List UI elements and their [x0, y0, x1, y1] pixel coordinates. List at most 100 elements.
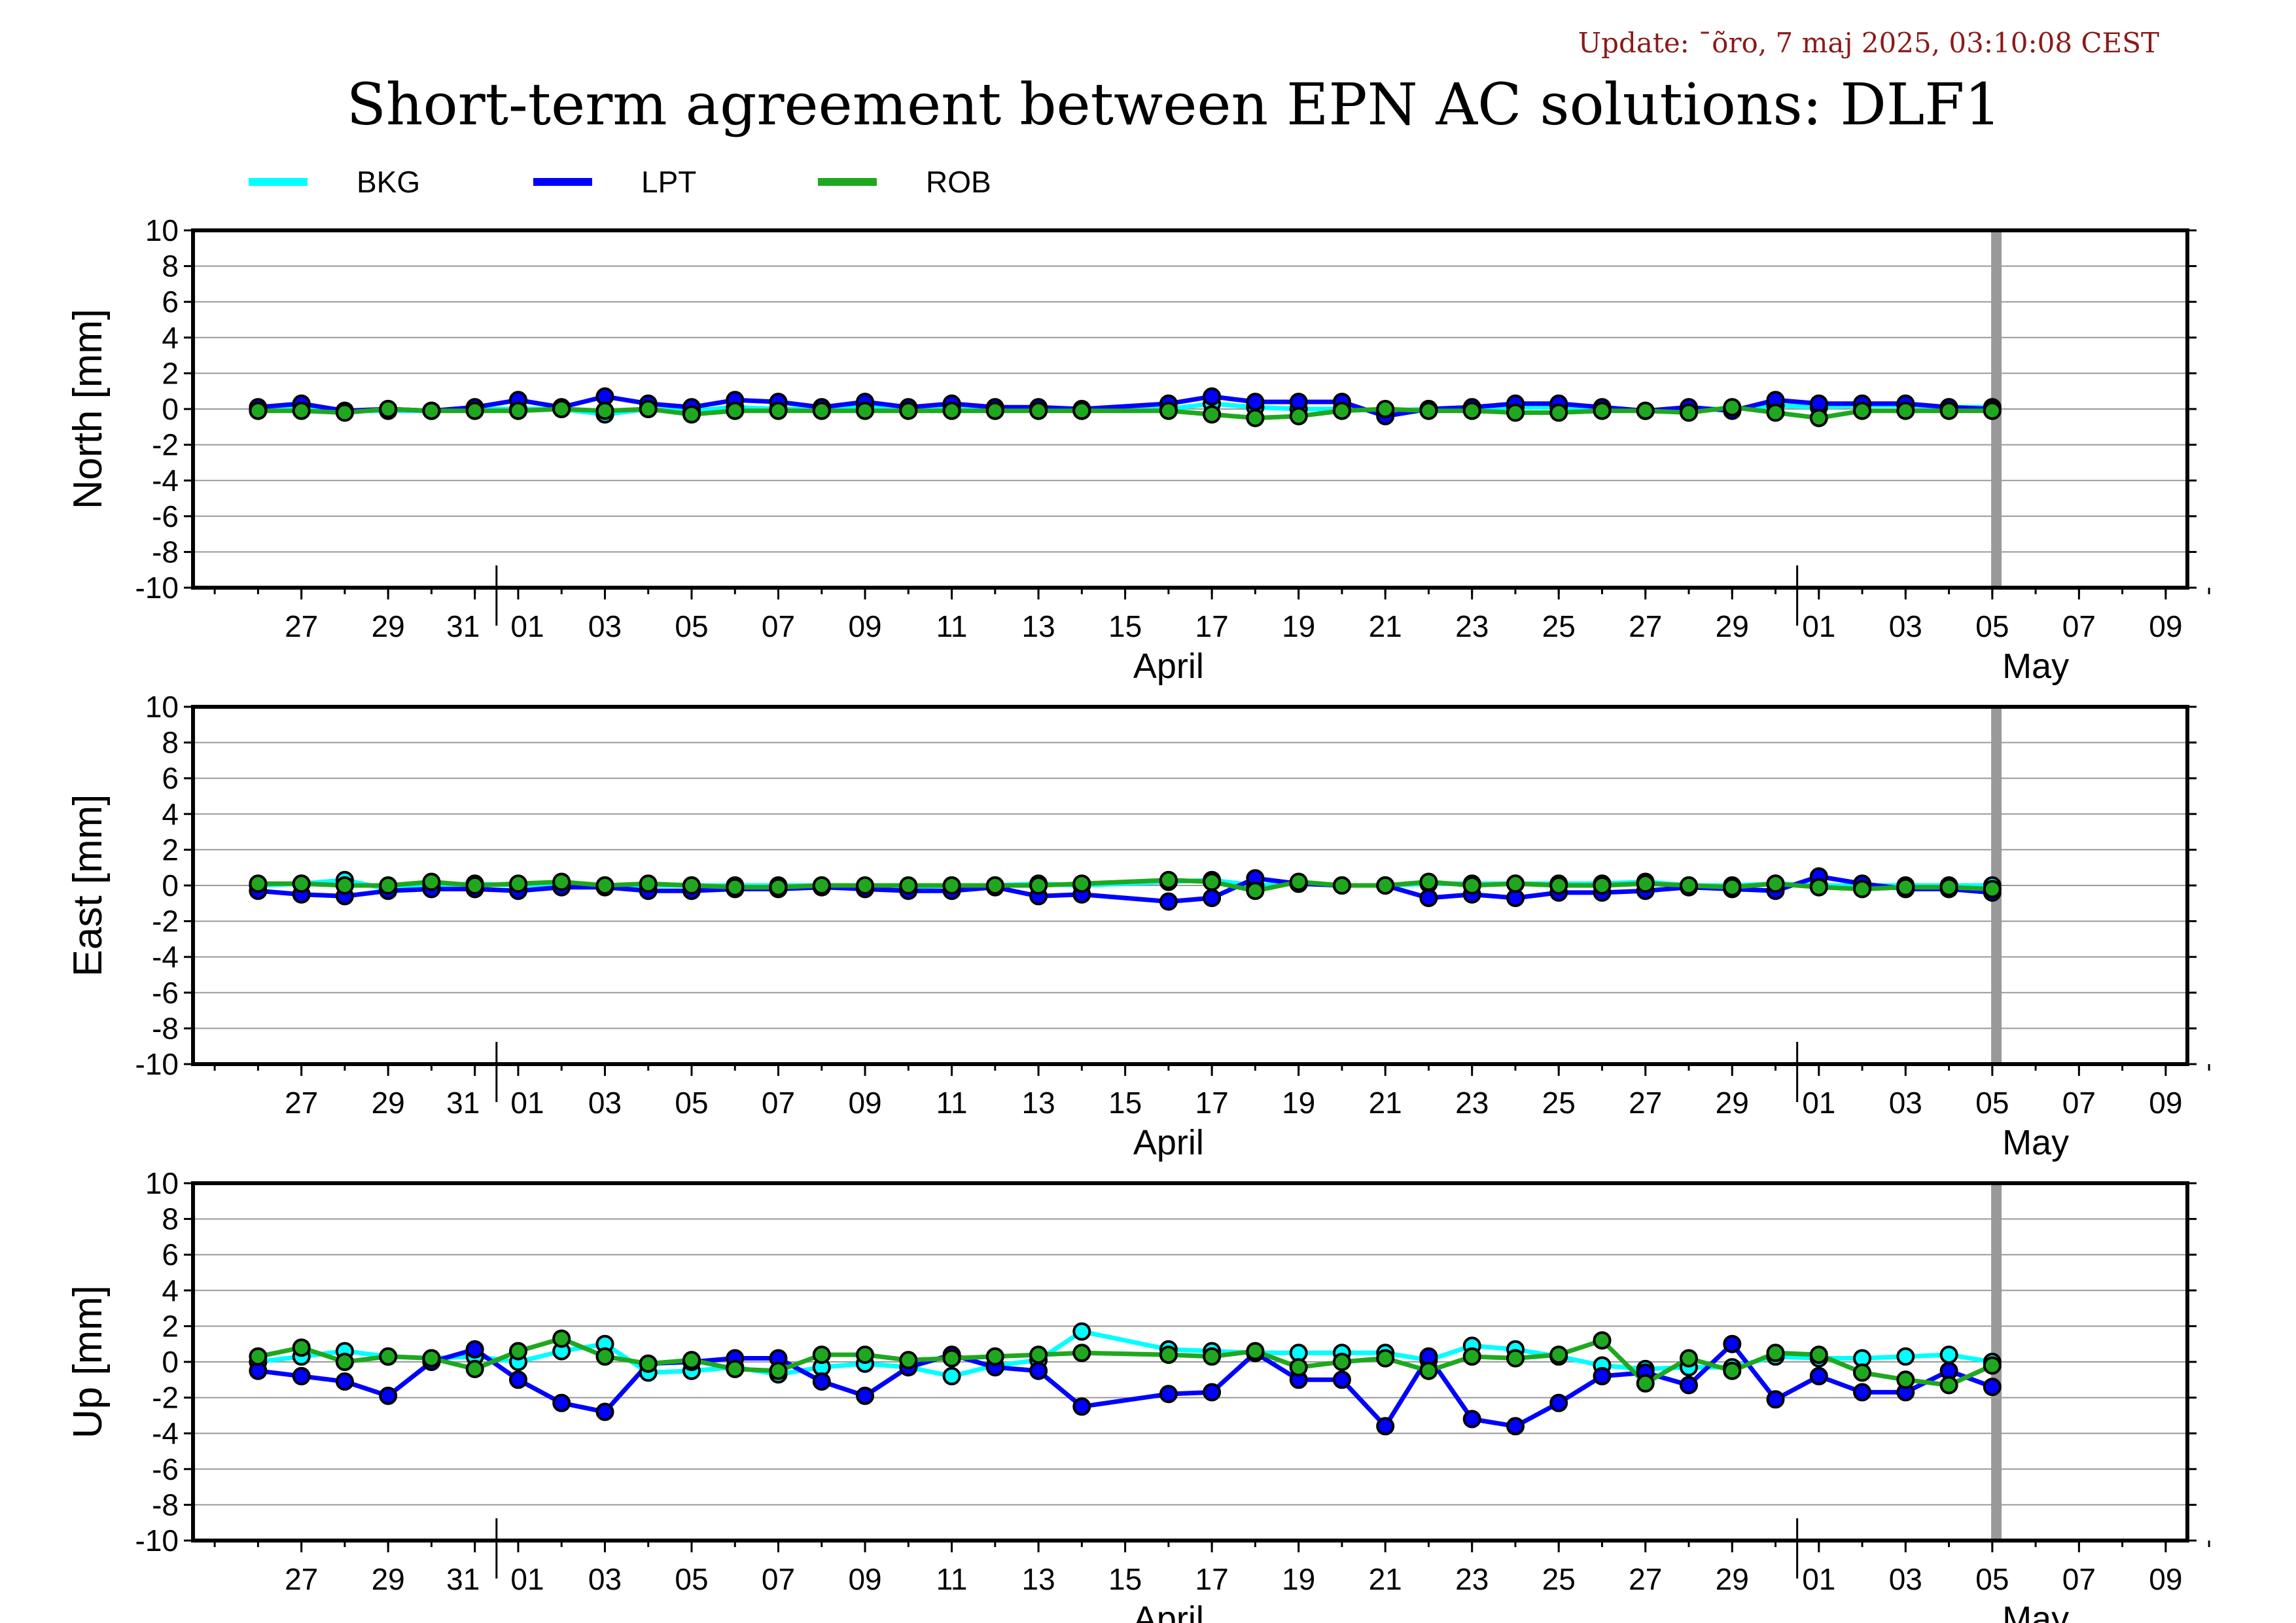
y-axis-label: East [mm]	[65, 794, 111, 976]
plot-frame	[191, 705, 2189, 1066]
month-label-april: April	[1133, 647, 1204, 686]
data-point-rob	[899, 876, 918, 895]
data-point-rob	[1506, 874, 1525, 893]
data-point-rob	[1159, 1346, 1178, 1364]
data-point-rob	[1419, 872, 1438, 891]
data-point-rob	[1376, 400, 1395, 418]
data-point-lpt	[1723, 1334, 1742, 1353]
data-point-rob	[379, 1347, 398, 1366]
y-tick-label: 10	[145, 1166, 179, 1200]
data-point-rob	[812, 401, 831, 420]
y-tick-label: 0	[162, 1345, 179, 1379]
x-tick-label: 09	[848, 1562, 881, 1596]
data-point-rob	[1246, 408, 1265, 427]
x-tick-label: 11	[936, 609, 968, 643]
x-tick-label: 31	[446, 1086, 480, 1120]
data-point-rob	[899, 1351, 918, 1370]
data-point-rob	[1680, 403, 1698, 422]
x-tick-label: 05	[675, 1086, 708, 1120]
x-tick-label: 01	[1802, 1562, 1835, 1596]
data-point-lpt	[552, 1393, 571, 1412]
data-point-rob	[379, 400, 398, 418]
data-point-rob	[1289, 406, 1308, 425]
legend-item-rob: ROB	[818, 165, 991, 199]
x-tick-label: 03	[1889, 1086, 1922, 1120]
y-tick-label: -2	[152, 1381, 179, 1415]
x-tick-label: 25	[1542, 1562, 1576, 1596]
data-point-rob	[1203, 1347, 1222, 1366]
chart-title: Short-term agreement between EPN AC solu…	[347, 71, 2002, 138]
data-point-rob	[769, 401, 788, 420]
y-tick-label: 2	[162, 832, 179, 866]
x-tick-label: 29	[1716, 609, 1749, 643]
data-point-rob	[1072, 1344, 1091, 1363]
data-point-rob	[1246, 1342, 1265, 1361]
data-point-rob	[465, 401, 484, 420]
data-point-rob	[1072, 874, 1091, 893]
data-point-rob	[1983, 880, 2002, 899]
x-tick-label: 31	[446, 1562, 480, 1596]
x-tick-label: 27	[285, 1086, 318, 1120]
data-point-rob	[1809, 878, 1828, 897]
data-point-rob	[595, 876, 614, 895]
data-point-lpt	[465, 1340, 484, 1359]
x-tick-label: 01	[1802, 1086, 1835, 1120]
x-tick-label: 09	[2149, 1562, 2182, 1596]
data-point-rob	[1029, 401, 1048, 420]
x-tick-label: 05	[1975, 1086, 2009, 1120]
data-point-rob	[1680, 1349, 1698, 1368]
data-point-lpt	[1332, 1370, 1351, 1389]
data-point-rob	[1332, 401, 1351, 420]
x-tick-label: 03	[588, 1562, 622, 1596]
x-tick-label: 01	[510, 1562, 544, 1596]
x-tick-label: 13	[1022, 609, 1055, 643]
data-point-rob	[1289, 1358, 1308, 1377]
data-point-rob	[1203, 872, 1222, 891]
data-point-rob	[769, 1361, 788, 1380]
data-point-lpt	[1159, 892, 1178, 911]
data-point-rob	[1939, 878, 1958, 897]
plot-frame	[191, 1181, 2189, 1543]
series-line-rob	[258, 404, 1992, 421]
data-point-rob	[1766, 1344, 1785, 1363]
data-point-rob	[422, 872, 441, 891]
data-point-rob	[942, 1349, 961, 1368]
legend-label-bkg: BKG	[357, 165, 420, 199]
data-point-rob	[552, 872, 571, 891]
data-point-rob	[1289, 872, 1308, 891]
data-point-rob	[1462, 876, 1481, 895]
data-point-rob	[856, 876, 874, 895]
x-tick-label: 21	[1369, 609, 1402, 643]
data-point-rob	[335, 1353, 354, 1371]
x-tick-label: 25	[1542, 1086, 1576, 1120]
data-point-rob	[942, 401, 961, 420]
data-point-rob	[1072, 401, 1091, 420]
data-point-rob	[292, 874, 311, 893]
data-point-rob	[1636, 1374, 1655, 1393]
month-label-may: May	[2002, 1599, 2069, 1623]
update-timestamp: Update: ¯õro, 7 maj 2025, 03:10:08 CEST	[1578, 27, 2159, 59]
data-point-rob	[1029, 876, 1048, 895]
data-point-rob	[1809, 408, 1828, 427]
data-point-rob	[726, 1359, 745, 1378]
x-tick-label: 23	[1455, 1562, 1489, 1596]
data-point-rob	[595, 1347, 614, 1366]
data-point-rob	[812, 876, 831, 895]
data-point-rob	[899, 401, 918, 420]
data-point-lpt	[1159, 1385, 1178, 1404]
y-axis-label: North [mm]	[65, 309, 111, 510]
x-tick-label: 07	[2062, 609, 2096, 643]
data-point-lpt	[509, 1370, 527, 1389]
data-point-rob	[422, 1349, 441, 1368]
month-label-april: April	[1133, 1123, 1204, 1162]
data-point-lpt	[856, 1386, 874, 1405]
data-point-lpt	[1680, 1376, 1698, 1395]
x-tick-label: 09	[848, 609, 881, 643]
data-point-rob	[335, 876, 354, 895]
y-tick-label: 6	[162, 761, 179, 795]
data-point-rob	[335, 403, 354, 422]
x-tick-label: 31	[446, 609, 480, 643]
y-tick-label: 8	[162, 726, 179, 760]
